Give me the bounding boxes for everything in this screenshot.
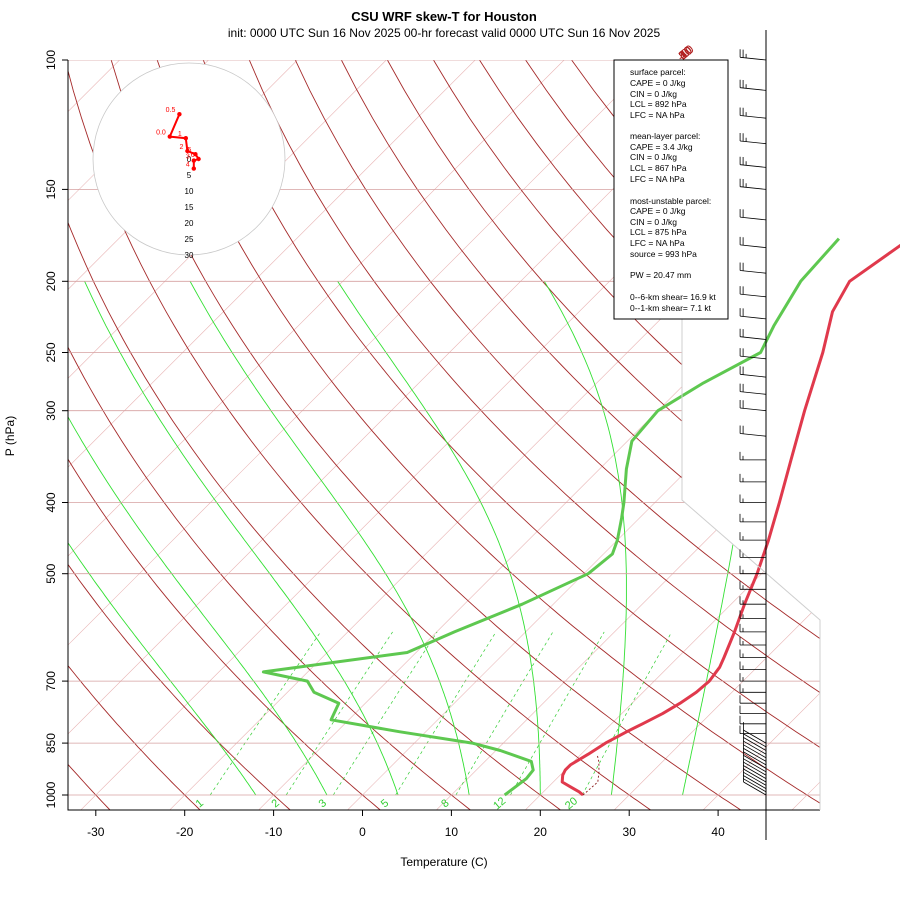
- hodograph-ring-label: 15: [185, 203, 194, 212]
- most-unstable-cape: CAPE = 0 J/kg: [630, 206, 686, 216]
- y-tick-label: 250: [44, 342, 58, 362]
- hodograph-ring-label: 10: [185, 187, 194, 196]
- shear-0-6km: 0--6-km shear= 16.9 kt: [630, 292, 716, 302]
- shear-0-1km: 0--1-km shear= 7.1 kt: [630, 303, 712, 313]
- y-tick-label: 1000: [44, 781, 58, 808]
- hodograph-point-label: 3: [186, 154, 190, 161]
- y-tick-label: 200: [44, 271, 58, 291]
- y-axis-title: P (hPa): [3, 416, 17, 456]
- surface-parcel-header: surface parcel:: [630, 67, 686, 77]
- y-tick-label: 400: [44, 492, 58, 512]
- hodograph-point: [184, 136, 188, 140]
- x-tick-label: 40: [711, 825, 725, 839]
- x-tick-label: -30: [87, 825, 105, 839]
- parcel-stats-box: surface parcel: CAPE = 0 J/kg CIN = 0 J/…: [614, 60, 728, 319]
- mean-layer-cin: CIN = 0 J/kg: [630, 152, 677, 162]
- hodograph-point: [196, 157, 200, 161]
- chart-title: CSU WRF skew-T for Houston: [351, 9, 537, 24]
- hodograph-point-label: 0.0: [156, 130, 166, 137]
- hodograph-ring-label: 5: [187, 171, 192, 180]
- mean-layer-header: mean-layer parcel:: [630, 131, 700, 141]
- hodograph-point-label: 2: [179, 144, 183, 151]
- hodograph-point: [192, 158, 196, 162]
- mean-layer-lfc: LFC = NA hPa: [630, 174, 685, 184]
- surface-lcl: LCL = 892 hPa: [630, 99, 687, 109]
- y-tick-label: 850: [44, 733, 58, 753]
- x-axis-title: Temperature (C): [400, 855, 487, 869]
- mean-layer-lcl: LCL = 867 hPa: [630, 163, 687, 173]
- precipitable-water: PW = 20.47 mm: [630, 270, 691, 280]
- hodograph-point: [168, 134, 172, 138]
- y-tick-label: 150: [44, 179, 58, 199]
- hodograph-point-label: 4: [186, 162, 190, 169]
- x-tick-label: 0: [359, 825, 366, 839]
- x-tick-label: -20: [176, 825, 194, 839]
- hodograph-point-label: 0.5: [166, 107, 176, 114]
- chart-subtitle: init: 0000 UTC Sun 16 Nov 2025 00-hr for…: [228, 26, 661, 40]
- most-unstable-cin: CIN = 0 J/kg: [630, 217, 677, 227]
- hodograph-point: [192, 166, 196, 170]
- most-unstable-lfc: LFC = NA hPa: [630, 238, 685, 248]
- most-unstable-source: source = 993 hPa: [630, 249, 697, 259]
- x-tick-label: 20: [534, 825, 548, 839]
- x-tick-label: -10: [265, 825, 283, 839]
- hodograph-point: [177, 112, 181, 116]
- surface-cin: CIN = 0 J/kg: [630, 89, 677, 99]
- hodograph-ring-label: 20: [185, 219, 194, 228]
- y-tick-label: 500: [44, 563, 58, 583]
- hodograph-point-label: 1: [178, 131, 182, 138]
- surface-lfc: LFC = NA hPa: [630, 110, 685, 120]
- mean-layer-cape: CAPE = 3.4 J/kg: [630, 142, 693, 152]
- y-tick-label: 100: [44, 50, 58, 70]
- y-tick-label: 700: [44, 671, 58, 691]
- hodograph-ring-label: 30: [185, 251, 194, 260]
- y-tick-label: 300: [44, 400, 58, 420]
- x-tick-label: 10: [445, 825, 459, 839]
- hodograph-ring-label: 25: [185, 235, 194, 244]
- most-unstable-header: most-unstable parcel:: [630, 196, 711, 206]
- hodograph-point-label: 6: [191, 152, 195, 159]
- x-tick-label: 30: [623, 825, 637, 839]
- most-unstable-lcl: LCL = 875 hPa: [630, 227, 687, 237]
- surface-cape: CAPE = 0 J/kg: [630, 78, 686, 88]
